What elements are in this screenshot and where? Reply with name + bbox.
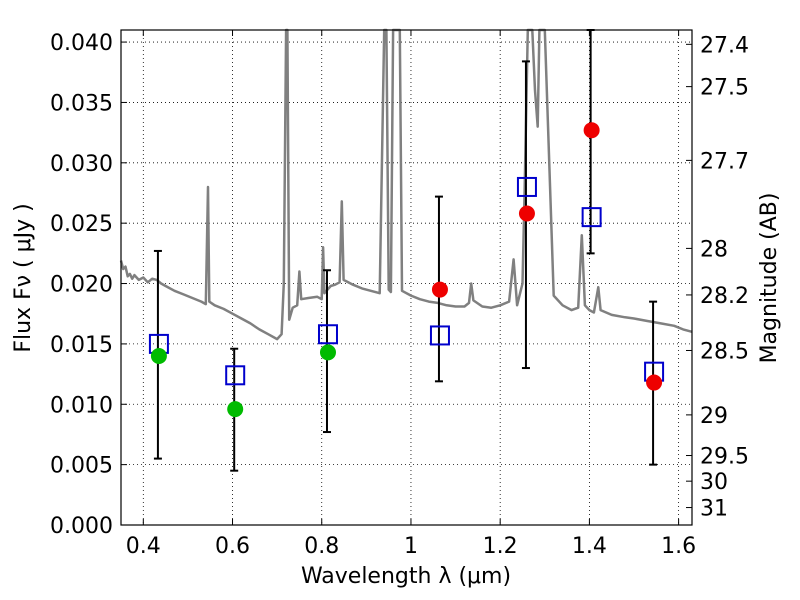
y-tick-label: 0.025: [50, 212, 113, 237]
y-tick-label: 0.005: [50, 454, 113, 479]
model-square-point: [429, 325, 450, 346]
right-tick-label: 27.4: [700, 33, 749, 58]
plot-area: [119, 28, 693, 526]
axis-ticks: [121, 30, 692, 526]
y-axis-title: Flux Fν ( μJy ): [11, 203, 36, 352]
right-tick-label: 27.5: [700, 76, 749, 101]
y-tick-label: 0.000: [50, 514, 113, 539]
model-square-point: [225, 365, 246, 386]
x-tick-label: 0.6: [215, 534, 250, 559]
right-tick-label: 28.5: [700, 339, 749, 364]
model-spectrum-line: [119, 28, 693, 341]
model-square-point: [581, 207, 602, 228]
right-tick-label: 31: [700, 497, 728, 522]
x-axis-title: Wavelength λ (μm): [301, 564, 511, 589]
green-data-point: [227, 401, 244, 418]
x-tick-label: 1: [404, 534, 418, 559]
green-data-point: [150, 347, 167, 364]
red-data-point: [646, 374, 663, 391]
x-tick-label: 0.4: [126, 534, 161, 559]
red-data-point: [583, 122, 600, 139]
model-square-point: [317, 324, 338, 345]
x-tick-label: 1.6: [661, 534, 696, 559]
x-tick-label: 1.2: [483, 534, 518, 559]
y-tick-label: 0.040: [50, 31, 113, 56]
y-tick-label: 0.030: [50, 152, 113, 177]
right-tick-label: 27.7: [700, 149, 749, 174]
right-axis-title: Magnitude (AB): [757, 193, 782, 364]
x-tick-label: 0.8: [304, 534, 339, 559]
model-square-point: [516, 176, 537, 197]
y-tick-label: 0.020: [50, 273, 113, 298]
plot-border: [120, 29, 693, 526]
y-tick-label: 0.010: [50, 393, 113, 418]
plot-frame: [121, 30, 692, 525]
right-tick-label: 30: [700, 470, 728, 495]
right-tick-label: 29: [700, 404, 728, 429]
grid: [121, 30, 692, 526]
x-tick-label: 1.4: [572, 534, 607, 559]
red-data-point: [518, 205, 535, 222]
right-tick-label: 28.2: [700, 284, 749, 309]
y-tick-label: 0.035: [50, 91, 113, 116]
right-tick-label: 29.5: [700, 445, 749, 470]
right-tick-label: 28: [700, 237, 728, 262]
red-data-point: [431, 281, 448, 298]
y-tick-label: 0.015: [50, 333, 113, 358]
green-data-point: [319, 344, 336, 361]
